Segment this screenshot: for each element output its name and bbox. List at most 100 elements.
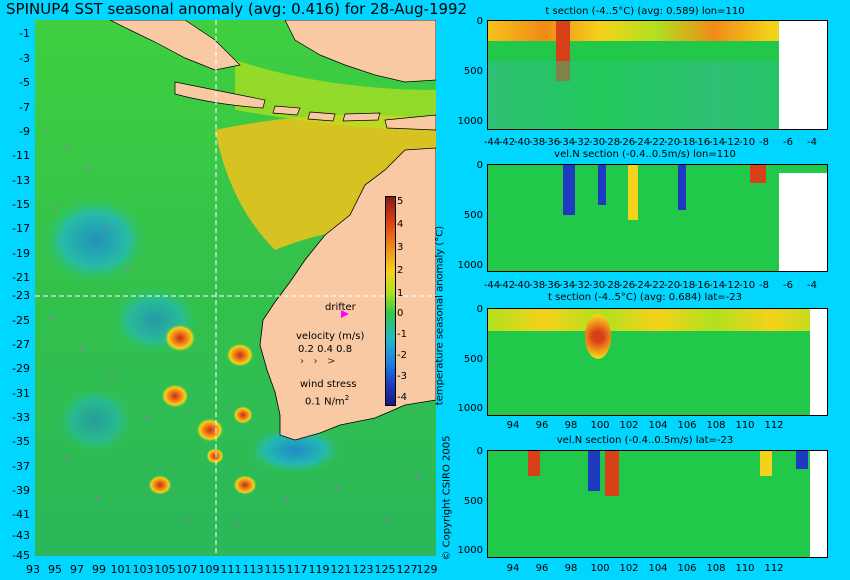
panel-2-xtick: -34 [558,280,576,291]
panel-1-deep-water [488,61,827,129]
panel-4-xtick: 96 [535,563,549,574]
lon-tick: 97 [70,563,84,576]
panel-1-xtick: -12 [723,137,741,148]
panel-3-xtick: 110 [735,420,755,431]
panel-4-ytick: 500 [463,496,483,507]
panel-1-surface-band [488,21,827,41]
panel-2-xtick: -12 [723,280,741,291]
panel-1-xtick: -28 [603,137,621,148]
panel-3-t-section[interactable] [487,308,828,416]
panel-1-xtick: -44 [483,137,501,148]
panel-3-xtick: 98 [564,420,578,431]
page-title: SPINUP4 SST seasonal anomaly (avg: 0.416… [6,0,468,18]
panel-2-xtick: -42 [498,280,516,291]
colorbar-title: temperature seasonal anomaly (°C) [434,225,446,406]
lon-tick: 119 [308,563,330,576]
panel-4-xtick: 100 [590,563,610,574]
panel-4-northward-jet [528,451,540,476]
drifter-marker [341,310,349,318]
panel-3-ytick: 0 [476,304,483,315]
lon-tick: 113 [242,563,264,576]
colorbar-tick: 2 [397,265,404,276]
lon-tick: 99 [92,563,106,576]
lon-tick: 111 [220,563,242,576]
panel-2-southward-jet [598,165,606,205]
colorbar-tick: 4 [397,219,404,230]
lat-tick: -41 [12,508,30,521]
panel-1-xtick: -22 [648,137,666,148]
lat-tick: -45 [12,549,30,562]
colorbar [385,196,396,406]
lat-tick: -27 [12,338,30,351]
lat-tick: -31 [12,387,30,400]
panel-3-xtick: 108 [706,420,726,431]
panel-3-xtick: 102 [619,420,639,431]
colorbar-tick: -2 [397,350,407,361]
lat-tick: -33 [12,411,30,424]
lat-tick: -13 [12,174,30,187]
panel-1-xtick: -8 [759,137,769,148]
panel-1-t-section[interactable] [487,20,828,130]
lat-tick: -23 [12,289,30,302]
panel-2-northward-jet [750,165,766,183]
lon-tick: 123 [352,563,374,576]
lat-tick: -7 [19,101,30,114]
panel-2-xtick: -30 [588,280,606,291]
panel-1-xtick: -24 [633,137,651,148]
panel-2-xtick: -24 [633,280,651,291]
panel-2-xtick: -20 [663,280,681,291]
panel-2-title: vel.N section (-0.4..0.5m/s) lon=110 [554,149,736,160]
panel-2-xtick: -28 [603,280,621,291]
wind-stress-exponent: 2 [344,394,350,402]
velocity-legend-values: 0.2 0.4 0.8 [298,344,353,355]
lon-tick: 95 [48,563,62,576]
panel-1-ytick: 0 [476,16,483,27]
panel-1-xtick: -14 [708,137,726,148]
panel-4-ytick: 1000 [457,545,483,556]
lon-tick: 121 [330,563,352,576]
lon-tick: 129 [416,563,438,576]
lat-tick: -37 [12,460,30,473]
wind-stress-value: 0.1 N/m [305,396,345,408]
lat-tick: -25 [12,314,30,327]
panel-4-xtick: 98 [564,563,578,574]
panel-2-southward-jet [563,165,575,215]
wind-stress-legend-value: 0.1 N/m2 [305,394,349,407]
lon-tick: 105 [154,563,176,576]
panel-4-vel-section[interactable] [487,450,828,558]
panel-1-title: t section (-4..5°C) (avg: 0.589) lon=110 [545,6,745,17]
lat-tick: -43 [12,529,30,542]
panel-1-xtick: -42 [498,137,516,148]
panel-2-vel-section[interactable] [487,164,828,272]
lon-tick: 115 [264,563,286,576]
colorbar-tick: 3 [397,242,404,253]
lat-tick: -35 [12,435,30,448]
lat-tick: -9 [19,125,30,138]
panel-4-xtick: 106 [677,563,697,574]
lat-tick: -21 [12,271,30,284]
colorbar-tick: -1 [397,329,407,340]
colorbar-tick: -3 [397,371,407,382]
panel-2-ytick: 1000 [457,260,483,271]
lat-tick: -19 [12,247,30,260]
panel-2-xtick: -36 [543,280,561,291]
panel-3-xtick: 112 [764,420,784,431]
panel-2-xtick: -26 [618,280,636,291]
panel-3-land-mask [810,309,827,415]
lon-tick: 109 [198,563,220,576]
panel-2-xtick: -8 [759,280,769,291]
lon-tick: 93 [26,563,40,576]
panel-4-northward-jet [605,451,619,496]
panel-1-ytick: 500 [463,66,483,77]
panel-4-xtick: 108 [706,563,726,574]
panel-1-xtick: -36 [543,137,561,148]
drifter-legend-label: drifter [325,302,356,313]
copyright-notice: © Copyright CSIRO 2005 [441,435,453,561]
panel-2-xtick: -10 [738,280,756,291]
lon-tick: 127 [396,563,418,576]
panel-4-northward-band [760,451,772,476]
sst-anomaly-map[interactable] [35,20,436,556]
lat-tick: -39 [12,484,30,497]
panel-1-xtick: -10 [738,137,756,148]
panel-2-xtick: -44 [483,280,501,291]
